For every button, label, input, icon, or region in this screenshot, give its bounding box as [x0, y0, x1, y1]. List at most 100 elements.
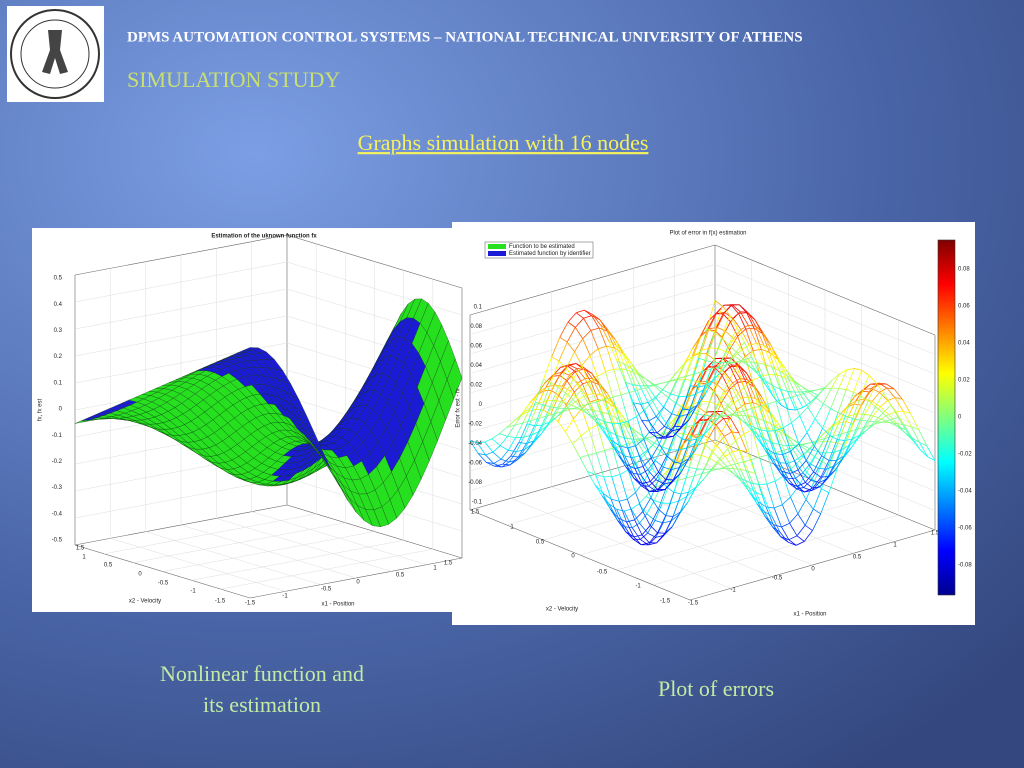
mesh-line	[743, 357, 752, 361]
mesh-line	[767, 454, 776, 482]
mesh-line	[615, 345, 624, 353]
mesh-line	[863, 388, 872, 391]
mesh-line	[696, 415, 706, 439]
mesh-line	[801, 391, 811, 403]
mesh-line	[579, 454, 589, 458]
mesh-line	[614, 405, 624, 423]
mesh-line	[553, 372, 562, 386]
mesh-line	[852, 395, 862, 419]
mesh-line	[660, 391, 669, 398]
mesh-line	[701, 328, 710, 351]
mesh-line	[502, 463, 511, 466]
mesh-line	[903, 410, 911, 414]
mesh-line	[686, 373, 695, 377]
mesh-line	[576, 309, 585, 314]
mesh-line	[654, 384, 663, 391]
tick-label: 0.1	[54, 380, 63, 386]
mesh-line	[521, 410, 529, 416]
mesh-line	[572, 435, 582, 445]
mesh-line	[626, 464, 635, 479]
mesh-line	[588, 401, 597, 405]
mesh-line	[600, 324, 609, 331]
mesh-line	[796, 525, 806, 537]
mesh-line	[805, 499, 814, 510]
axis-label: x1 - Position	[793, 612, 826, 618]
mesh-line	[887, 397, 896, 401]
tick-label: -0.3	[52, 485, 63, 491]
mesh-line	[729, 336, 739, 351]
mesh-line	[665, 462, 675, 480]
mesh-line	[620, 392, 630, 396]
mesh-line	[750, 425, 759, 440]
mesh-line	[709, 327, 718, 348]
mesh-line	[500, 449, 509, 460]
mesh-line	[679, 492, 689, 513]
mesh-line	[638, 496, 647, 505]
mesh-line	[710, 366, 720, 370]
mesh-line	[912, 440, 921, 451]
mesh-line	[553, 384, 563, 387]
mesh-line	[686, 442, 696, 449]
mesh-line	[756, 417, 764, 421]
mesh-line	[791, 396, 801, 416]
mesh-line	[802, 390, 810, 393]
mesh-line	[605, 401, 614, 423]
mesh-line	[766, 431, 775, 454]
mesh-line	[862, 383, 871, 390]
mesh-line	[804, 508, 814, 526]
mesh-line	[790, 496, 799, 515]
mesh-line	[838, 369, 848, 389]
mesh-line	[785, 433, 794, 440]
mesh-line	[747, 311, 757, 327]
mesh-line	[553, 371, 562, 376]
mesh-line	[862, 390, 870, 393]
mesh-line	[875, 393, 885, 407]
mesh-line	[583, 315, 592, 319]
mesh-line	[719, 420, 729, 435]
mesh-line	[720, 368, 730, 382]
mesh-line	[797, 513, 806, 526]
mesh-line	[733, 402, 743, 416]
mesh-line	[749, 343, 757, 346]
mesh-line	[761, 333, 770, 353]
mesh-line	[671, 396, 680, 414]
mesh-line	[485, 454, 494, 464]
mesh-line	[776, 430, 785, 451]
mesh-line	[878, 382, 887, 385]
mesh-line	[670, 378, 679, 395]
mesh-line	[750, 367, 760, 373]
mesh-line	[719, 448, 728, 459]
mesh-line	[656, 432, 666, 439]
mesh-line	[615, 345, 625, 365]
mesh-line	[702, 368, 711, 372]
mesh-line	[857, 426, 867, 439]
mesh-line	[797, 499, 807, 515]
tick-label: -0.02	[958, 452, 972, 458]
mesh-line	[816, 387, 826, 391]
mesh-line	[580, 403, 589, 407]
mesh-line	[624, 437, 632, 440]
mesh-line	[609, 503, 617, 510]
mesh-line	[755, 325, 764, 333]
mesh-line	[570, 399, 579, 406]
mesh-line	[732, 449, 740, 453]
mesh-line	[727, 448, 736, 465]
mesh-line	[872, 415, 882, 420]
mesh-line	[697, 413, 706, 416]
mesh-line	[683, 356, 693, 380]
mesh-line	[696, 385, 706, 406]
mesh-line	[738, 365, 747, 374]
mesh-line	[707, 313, 717, 330]
mesh-line	[886, 387, 896, 399]
mesh-line	[830, 388, 840, 409]
mesh-line	[775, 427, 784, 432]
mesh-line	[768, 374, 777, 376]
mesh-line	[851, 419, 861, 440]
mesh-line	[839, 405, 848, 416]
mesh-line	[796, 486, 805, 493]
mesh-line	[630, 508, 640, 524]
mesh-line	[806, 471, 815, 482]
mesh-line	[742, 478, 751, 484]
mesh-line	[772, 524, 782, 537]
mesh-line	[607, 398, 617, 418]
